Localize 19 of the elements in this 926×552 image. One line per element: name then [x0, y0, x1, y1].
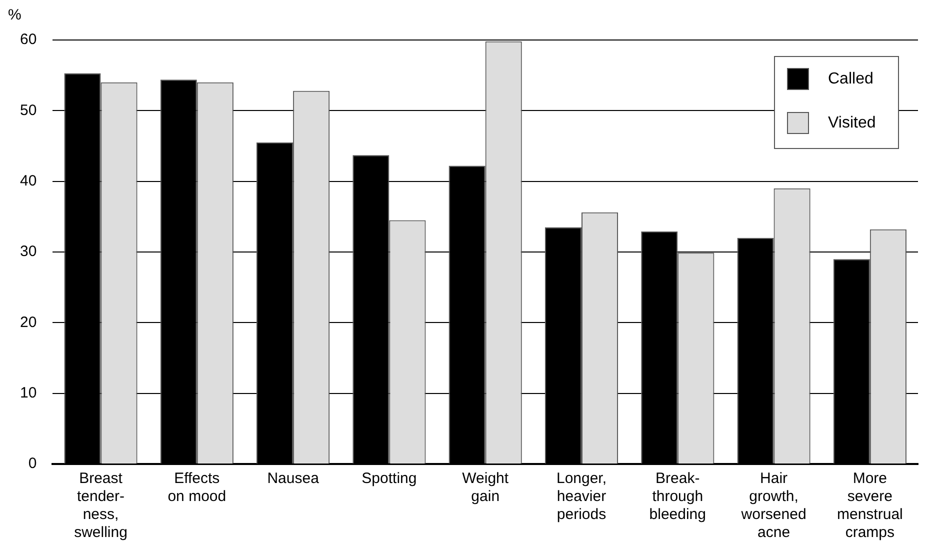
legend-label: Called: [828, 70, 874, 88]
y-tick-label: 60: [20, 31, 37, 48]
y-tick-label: 20: [20, 314, 37, 331]
x-tick-label: Weight gain: [462, 470, 510, 506]
x-tick-label: More severe menstrual cramps: [836, 470, 903, 542]
x-tick-label: Effects on mood: [168, 470, 226, 506]
y-tick-label: 30: [20, 243, 37, 260]
legend-label: Visited: [828, 114, 876, 132]
y-tick-label: 40: [20, 172, 37, 190]
x-tick-label: Longer, heavier periods: [556, 470, 607, 524]
x-tick-label: Spotting: [362, 470, 417, 488]
x-tick-label: Breast tender- ness, swelling: [74, 470, 128, 542]
y-tick-label: 10: [20, 384, 37, 402]
x-tick-label: Break- through bleeding: [649, 470, 706, 524]
y-axis-title: %: [8, 6, 22, 24]
x-tick-label: Nausea: [267, 470, 320, 488]
y-tick-label: 0: [28, 455, 37, 472]
y-tick-label: 50: [20, 102, 37, 119]
x-tick-label: Hair growth, worsened acne: [740, 470, 806, 542]
